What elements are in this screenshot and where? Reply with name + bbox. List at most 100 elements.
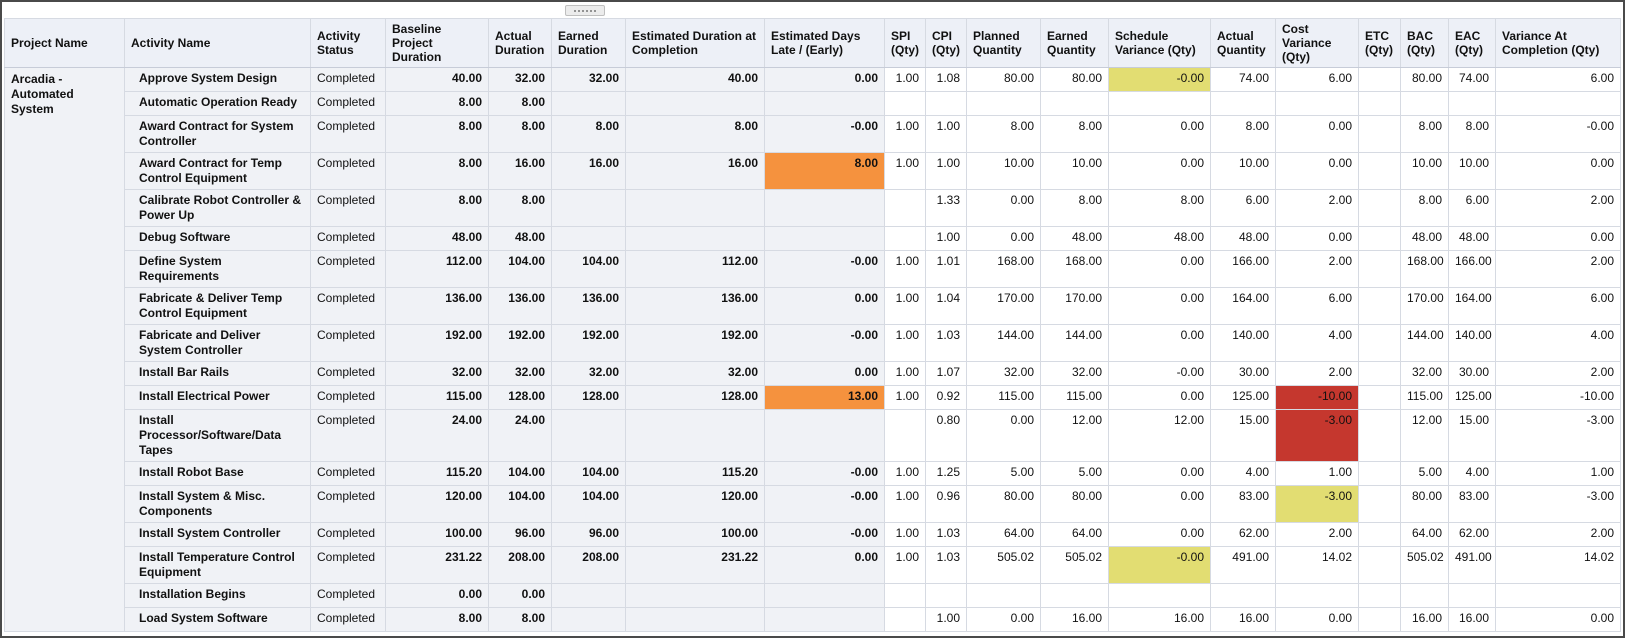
cell-est_completion[interactable] [625,226,765,251]
cell-cpi[interactable]: 1.07 [925,361,967,386]
cell-days_late[interactable] [764,409,885,462]
cell-eac[interactable]: 10.00 [1448,152,1496,190]
cell-activity[interactable]: Install Robot Base [124,461,311,486]
cell-spi[interactable]: 1.00 [884,287,926,325]
cell-days_late[interactable] [764,607,885,632]
cell-vac[interactable]: 2.00 [1495,250,1621,288]
cell-sched_var[interactable]: 48.00 [1108,226,1211,251]
cell-sched_var[interactable]: 0.00 [1108,522,1211,547]
column-header-etc-qty[interactable]: ETC (Qty) [1358,18,1401,68]
cell-activity[interactable]: Install Temperature Control Equipment [124,546,311,584]
cell-earned_dur[interactable] [551,409,626,462]
cell-status[interactable]: Completed [310,583,386,608]
cell-baseline[interactable]: 112.00 [385,250,489,288]
cell-actual_qty[interactable]: 15.00 [1210,409,1276,462]
cell-vac[interactable]: 14.02 [1495,546,1621,584]
cell-cpi[interactable] [925,91,967,116]
cell-activity[interactable]: Install Processor/Software/Data Tapes [124,409,311,462]
cell-status[interactable]: Completed [310,152,386,190]
cell-est_completion[interactable]: 112.00 [625,250,765,288]
cell-cost_var[interactable]: 0.00 [1275,226,1359,251]
cell-actual_qty[interactable]: 8.00 [1210,115,1276,153]
cell-days_late[interactable]: -0.00 [764,461,885,486]
cell-sched_var[interactable]: 0.00 [1108,152,1211,190]
cell-days_late[interactable]: -0.00 [764,115,885,153]
cell-planned_qty[interactable]: 64.00 [966,522,1041,547]
cell-est_completion[interactable]: 136.00 [625,287,765,325]
cell-spi[interactable]: 1.00 [884,461,926,486]
cell-sched_var[interactable] [1108,91,1211,116]
cell-earned_dur[interactable] [551,583,626,608]
cell-cost_var[interactable]: -3.00 [1275,409,1359,462]
cell-days_late[interactable]: -0.00 [764,250,885,288]
cell-days_late[interactable] [764,583,885,608]
table-row[interactable]: Installation Begins Completed 0.00 0.00 [5,583,1621,608]
cell-activity[interactable]: Install Electrical Power [124,385,311,410]
table-row[interactable]: Install Bar Rails Completed 32.00 32.00 32.0… [5,361,1621,386]
table-row[interactable]: Automatic Operation Ready Completed 8.00 8.… [5,91,1621,116]
cell-earned_qty[interactable] [1040,91,1109,116]
cell-cpi[interactable]: 1.01 [925,250,967,288]
cell-est_completion[interactable]: 100.00 [625,522,765,547]
cell-baseline[interactable]: 8.00 [385,607,489,632]
column-header-eac-qty[interactable]: EAC (Qty) [1448,18,1496,68]
cell-activity[interactable]: Define System Requirements [124,250,311,288]
cell-earned_qty[interactable] [1040,583,1109,608]
column-header-variance-at-completion-qty[interactable]: Variance At Completion (Qty) [1495,18,1621,68]
cell-bac[interactable]: 8.00 [1400,115,1449,153]
cell-days_late[interactable]: -0.00 [764,522,885,547]
cell-cpi[interactable]: 1.08 [925,67,967,92]
cell-cpi[interactable]: 1.00 [925,115,967,153]
cell-vac[interactable] [1495,583,1621,608]
cell-actual_dur[interactable]: 8.00 [488,607,552,632]
cell-baseline[interactable]: 40.00 [385,67,489,92]
column-header-planned-quantity[interactable]: Planned Quantity [966,18,1041,68]
cell-actual_qty[interactable]: 30.00 [1210,361,1276,386]
cell-days_late[interactable]: -0.00 [764,324,885,362]
table-row[interactable]: Fabricate and Deliver System Controller C… [5,324,1621,362]
cell-planned_qty[interactable]: 170.00 [966,287,1041,325]
cell-earned_qty[interactable]: 80.00 [1040,67,1109,92]
cell-activity[interactable]: Fabricate & Deliver Temp Control Equipme… [124,287,311,325]
cell-actual_qty[interactable]: 164.00 [1210,287,1276,325]
cell-actual_dur[interactable]: 8.00 [488,91,552,116]
cell-actual_dur[interactable]: 96.00 [488,522,552,547]
cell-eac[interactable] [1448,583,1496,608]
table-row[interactable]: Install Electrical Power Completed 115.00 1… [5,385,1621,410]
cell-activity[interactable]: Award Contract for Temp Control Equipmen… [124,152,311,190]
cell-status[interactable]: Completed [310,409,386,462]
table-row[interactable]: Install System & Misc. Components Complet… [5,485,1621,523]
cell-actual_dur[interactable]: 8.00 [488,189,552,227]
cell-days_late[interactable]: 0.00 [764,67,885,92]
cell-actual_dur[interactable]: 104.00 [488,250,552,288]
table-row[interactable]: Install Processor/Software/Data Tapes Com… [5,409,1621,462]
cell-earned_dur[interactable]: 104.00 [551,250,626,288]
cell-planned_qty[interactable]: 168.00 [966,250,1041,288]
cell-vac[interactable] [1495,91,1621,116]
cell-earned_dur[interactable]: 32.00 [551,361,626,386]
cell-baseline[interactable]: 48.00 [385,226,489,251]
table-row[interactable]: Load System Software Completed 8.00 8.00 1.0… [5,607,1621,632]
cell-vac[interactable]: 2.00 [1495,189,1621,227]
cell-days_late[interactable]: 0.00 [764,287,885,325]
cell-activity[interactable]: Install System & Misc. Components [124,485,311,523]
cell-cpi[interactable]: 1.00 [925,226,967,251]
cell-vac[interactable]: 2.00 [1495,361,1621,386]
cell-earned_dur[interactable]: 128.00 [551,385,626,410]
cell-etc[interactable] [1358,546,1401,584]
cell-earned_qty[interactable]: 170.00 [1040,287,1109,325]
cell-spi[interactable] [884,607,926,632]
cell-eac[interactable]: 491.00 [1448,546,1496,584]
cell-eac[interactable]: 164.00 [1448,287,1496,325]
cell-earned_dur[interactable]: 104.00 [551,485,626,523]
cell-status[interactable]: Completed [310,461,386,486]
cell-earned_dur[interactable]: 208.00 [551,546,626,584]
cell-status[interactable]: Completed [310,324,386,362]
cell-eac[interactable]: 30.00 [1448,361,1496,386]
cell-earned_qty[interactable]: 12.00 [1040,409,1109,462]
cell-status[interactable]: Completed [310,485,386,523]
cell-sched_var[interactable]: 0.00 [1108,115,1211,153]
table-row[interactable]: Fabricate & Deliver Temp Control Equipme… [5,287,1621,325]
cell-cpi[interactable] [925,583,967,608]
cell-vac[interactable]: 4.00 [1495,324,1621,362]
